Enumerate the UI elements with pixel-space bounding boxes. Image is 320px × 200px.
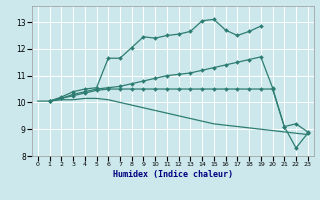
- X-axis label: Humidex (Indice chaleur): Humidex (Indice chaleur): [113, 170, 233, 179]
